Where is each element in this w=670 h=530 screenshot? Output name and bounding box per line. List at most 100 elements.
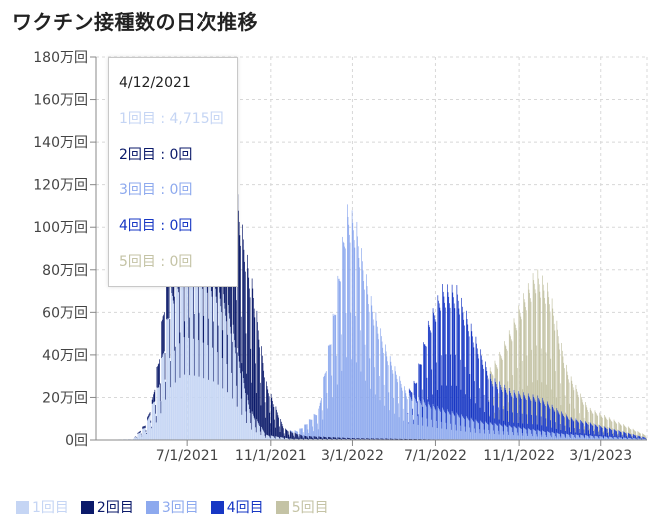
bar-dose5: [519, 310, 520, 394]
bar-dose4: [537, 395, 539, 430]
bar-dose2: [312, 437, 313, 440]
bar-dose3: [619, 437, 621, 440]
bar-dose3: [338, 278, 340, 438]
legend-item-dose2[interactable]: 2回目: [80, 497, 134, 517]
bar-dose2: [268, 393, 269, 436]
bar-dose5: [489, 367, 491, 374]
bar-dose5: [488, 399, 490, 402]
bar-dose3: [605, 436, 607, 440]
bar-dose3: [608, 436, 610, 440]
bar-dose3: [628, 437, 630, 440]
bar-dose3: [412, 424, 414, 440]
bar-dose2: [243, 249, 245, 384]
bar-dose1: [270, 438, 271, 440]
bar-dose4: [605, 427, 607, 437]
bar-dose4: [534, 400, 536, 431]
bar-dose2: [213, 321, 214, 382]
bar-dose2: [161, 319, 163, 357]
bar-dose1: [177, 288, 179, 440]
bar-dose5: [593, 423, 594, 431]
bar-dose1: [154, 401, 156, 440]
bar-dose3: [415, 401, 417, 440]
bar-dose3: [620, 437, 622, 440]
bar-dose3: [542, 431, 544, 440]
bar-dose3: [422, 425, 424, 440]
bar-dose3: [359, 267, 360, 439]
bar-dose5: [634, 430, 635, 435]
bar-dose1: [276, 436, 277, 440]
bar-dose5: [543, 290, 545, 403]
legend-item-dose3[interactable]: 3回目: [145, 497, 199, 517]
bar-dose3: [610, 436, 611, 440]
bar-dose3: [298, 436, 300, 438]
bar-dose2: [170, 361, 171, 388]
bar-dose2: [373, 438, 375, 440]
bar-dose3: [327, 345, 329, 437]
bar-dose4: [459, 359, 461, 426]
bar-dose2: [203, 315, 205, 379]
bar-dose4: [555, 422, 556, 437]
bar-dose2: [207, 248, 209, 346]
bar-dose3: [363, 281, 365, 439]
bar-dose3: [391, 365, 392, 439]
bar-dose2: [359, 438, 361, 440]
bar-dose5: [636, 434, 637, 438]
bar-dose3: [459, 417, 460, 440]
bar-dose4: [559, 414, 560, 435]
bar-dose4: [466, 310, 467, 417]
bar-dose3: [348, 224, 350, 438]
bar-dose5: [554, 330, 556, 412]
bar-dose2: [262, 362, 264, 431]
bar-dose3: [324, 373, 326, 437]
legend-swatch: [275, 500, 289, 514]
bar-dose4: [480, 349, 482, 421]
bar-dose3: [591, 435, 592, 440]
bar-dose2: [251, 278, 253, 412]
bar-dose3: [325, 371, 327, 438]
bar-dose2: [160, 401, 162, 414]
bar-dose3: [502, 431, 504, 440]
bar-dose3: [593, 437, 594, 440]
legend-item-dose4[interactable]: 4回目: [210, 497, 264, 517]
bar-dose4: [478, 388, 480, 430]
bar-dose4: [454, 308, 456, 417]
bar-dose2: [227, 334, 228, 393]
bar-dose3: [630, 438, 632, 440]
bar-dose4: [560, 429, 562, 438]
bar-dose2: [381, 438, 383, 440]
bar-dose5: [640, 436, 642, 438]
bar-dose4: [490, 378, 492, 424]
bar-dose2: [247, 268, 249, 401]
bar-dose2: [238, 210, 239, 356]
bar-dose4: [597, 426, 599, 437]
bar-dose5: [537, 269, 539, 396]
legend-item-dose1[interactable]: 1回目: [16, 497, 69, 517]
bar-dose2: [244, 261, 245, 389]
bar-dose2: [402, 438, 403, 440]
bar-dose5: [568, 382, 570, 420]
bar-dose4: [562, 414, 564, 434]
bar-dose3: [480, 420, 482, 440]
bar-dose2: [265, 417, 267, 438]
bar-dose1: [247, 394, 248, 440]
bar-dose2: [410, 438, 412, 440]
bar-dose1: [226, 364, 228, 440]
legend-item-dose5[interactable]: 5回目: [275, 497, 329, 517]
bar-dose2: [147, 415, 149, 420]
bar-dose4: [413, 380, 415, 396]
bar-dose3: [568, 434, 570, 440]
bar-dose4: [523, 392, 524, 428]
bar-dose4: [566, 414, 567, 434]
bar-dose2: [169, 319, 171, 359]
bar-dose4: [602, 427, 603, 437]
bar-dose1: [183, 337, 185, 440]
bar-dose3: [483, 423, 484, 440]
bar-dose3: [561, 433, 562, 440]
bar-dose2: [321, 436, 322, 440]
bar-dose3: [547, 431, 549, 440]
bar-dose3: [390, 361, 392, 439]
bar-dose3: [374, 394, 376, 440]
bar-dose2: [336, 438, 337, 440]
bar-dose4: [502, 409, 504, 432]
bar-dose1: [168, 318, 169, 440]
